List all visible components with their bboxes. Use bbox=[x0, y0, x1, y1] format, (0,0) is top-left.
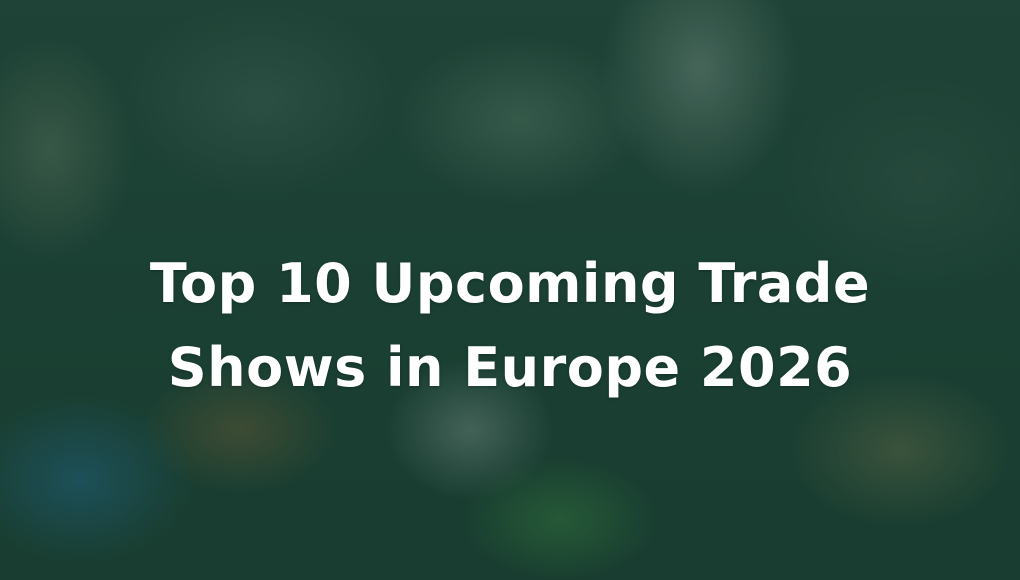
page-title: Top 10 Upcoming Trade Shows in Europe 20… bbox=[0, 242, 1020, 410]
title-line-1: Top 10 Upcoming Trade bbox=[149, 252, 871, 316]
title-line-2: Shows in Europe 2026 bbox=[167, 336, 853, 400]
